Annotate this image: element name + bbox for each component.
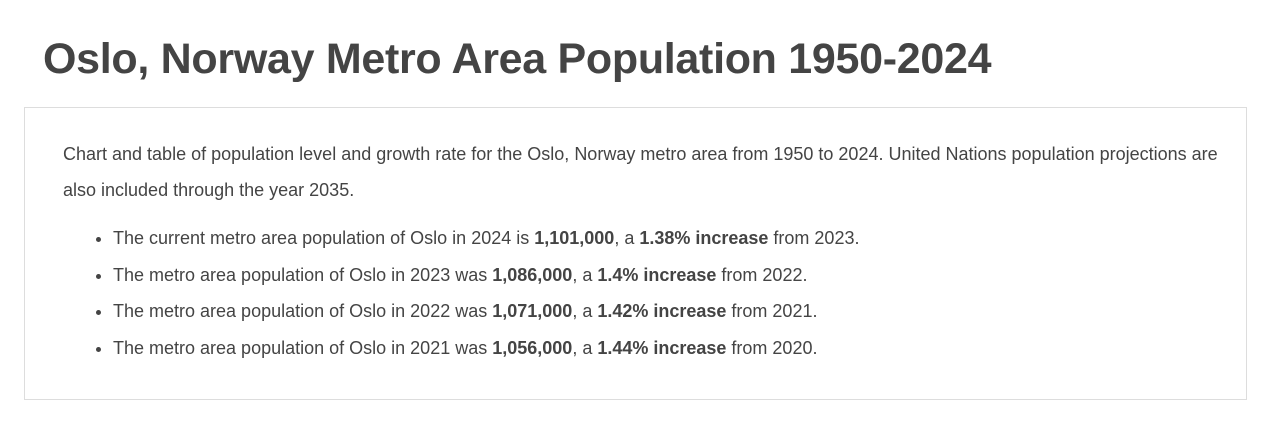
fact-text: from 2021.	[726, 301, 818, 321]
list-item: The metro area population of Oslo in 202…	[113, 257, 859, 294]
list-item: The metro area population of Oslo in 202…	[113, 330, 859, 367]
page-title: Oslo, Norway Metro Area Population 1950-…	[43, 35, 992, 83]
fact-text: from 2023.	[768, 228, 860, 248]
fact-text: from 2020.	[726, 337, 818, 358]
fact-text: The current metro area population of Osl…	[113, 228, 535, 248]
fact-text: The metro area population of Oslo in 202…	[113, 337, 493, 358]
fact-text: The metro area population of Oslo in 202…	[113, 301, 493, 321]
growth-rate: 1.38% increase	[639, 228, 769, 248]
intro-paragraph: Chart and table of population level and …	[63, 144, 1218, 200]
fact-text: , a	[572, 264, 598, 285]
growth-rate: 1.42% increase	[597, 301, 727, 321]
list-item: The metro area population of Oslo in 202…	[113, 293, 859, 330]
fact-text: The metro area population of Oslo in 202…	[113, 264, 493, 285]
fact-text: from 2022.	[716, 264, 808, 285]
growth-rate: 1.4% increase	[597, 264, 717, 285]
population-value: 1,086,000	[492, 264, 573, 285]
fact-text: , a	[572, 337, 598, 358]
summary-box: Chart and table of population level and …	[24, 107, 1247, 400]
growth-rate: 1.44% increase	[597, 337, 727, 358]
fact-text: , a	[614, 228, 640, 248]
list-item: The current metro area population of Osl…	[113, 220, 859, 257]
population-value: 1,101,000	[534, 228, 615, 248]
population-value: 1,056,000	[492, 337, 573, 358]
facts-list: The current metro area population of Osl…	[63, 220, 859, 366]
population-value: 1,071,000	[492, 301, 573, 321]
fact-text: , a	[572, 301, 598, 321]
